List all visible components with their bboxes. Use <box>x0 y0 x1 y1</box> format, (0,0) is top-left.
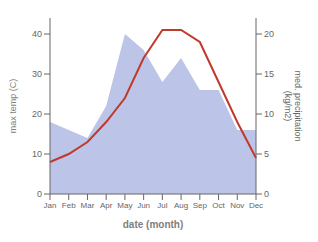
svg-text:10: 10 <box>264 109 274 119</box>
svg-text:Mar: Mar <box>81 201 95 210</box>
svg-text:date (month): date (month) <box>123 219 184 230</box>
svg-text:10: 10 <box>32 149 42 159</box>
svg-text:Sep: Sep <box>193 201 208 210</box>
svg-text:Jul: Jul <box>157 201 167 210</box>
svg-text:Apr: Apr <box>100 201 113 210</box>
svg-text:20: 20 <box>32 109 42 119</box>
svg-text:Aug: Aug <box>174 201 188 210</box>
svg-text:Jan: Jan <box>44 201 57 210</box>
svg-text:Dec: Dec <box>249 201 263 210</box>
svg-text:5: 5 <box>264 149 269 159</box>
svg-text:Oct: Oct <box>212 201 225 210</box>
svg-text:Jun: Jun <box>137 201 150 210</box>
svg-text:Nov: Nov <box>230 201 244 210</box>
svg-text:20: 20 <box>264 29 274 39</box>
svg-text:med. precipitation(kg/m2): med. precipitation(kg/m2) <box>283 70 303 141</box>
svg-text:30: 30 <box>32 69 42 79</box>
svg-text:May: May <box>117 201 132 210</box>
svg-text:max temp (C): max temp (C) <box>8 79 18 134</box>
svg-text:Feb: Feb <box>62 201 76 210</box>
svg-text:40: 40 <box>32 29 42 39</box>
svg-text:0: 0 <box>264 189 269 199</box>
svg-text:0: 0 <box>37 189 42 199</box>
svg-text:15: 15 <box>264 69 274 79</box>
